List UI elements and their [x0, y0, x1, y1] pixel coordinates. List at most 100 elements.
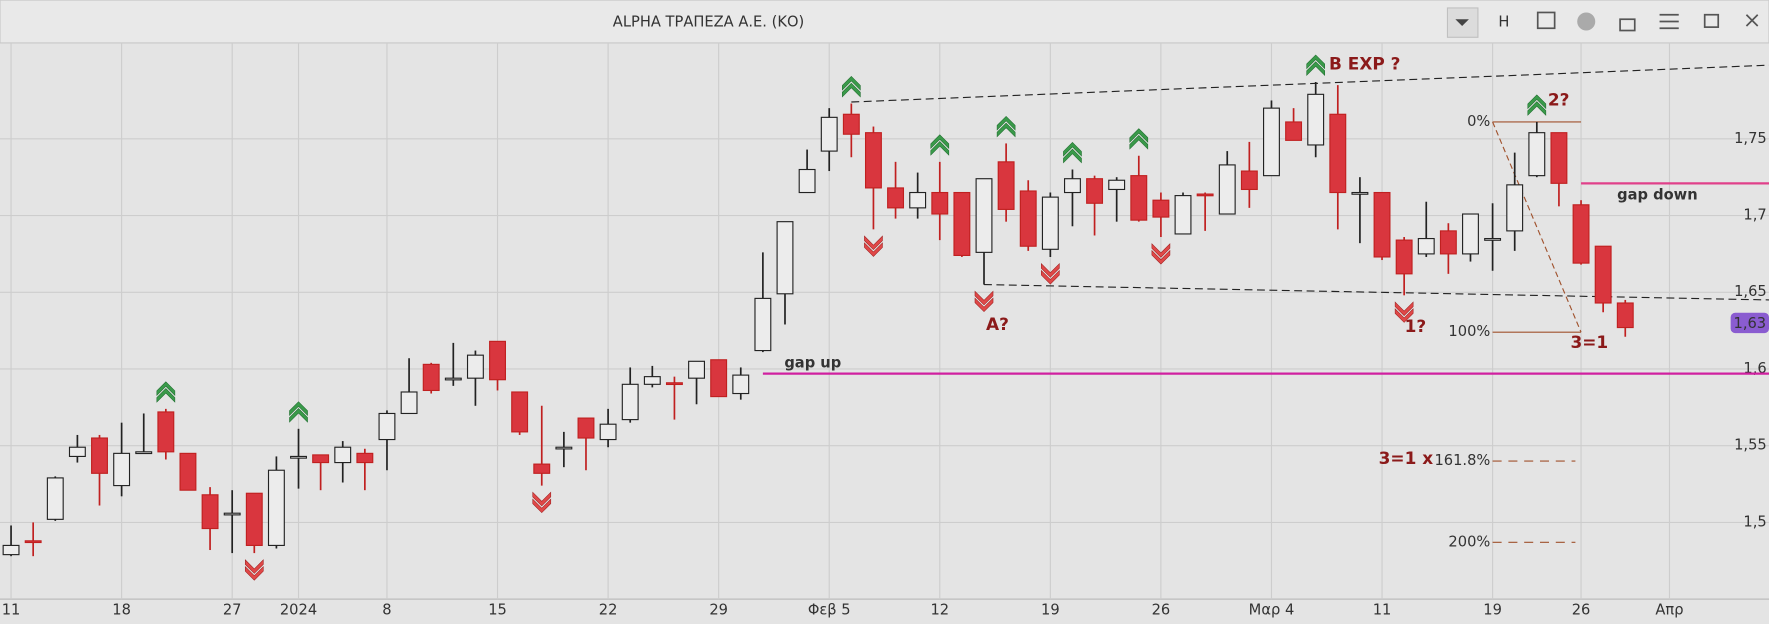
candle-body [489, 340, 506, 381]
candle-body [1329, 113, 1347, 194]
candle-body [1218, 164, 1236, 215]
candle-body [1174, 195, 1192, 235]
candle-body [444, 377, 462, 381]
fib-label: 0% [1467, 113, 1490, 130]
candle-body [1041, 196, 1059, 250]
lock-icon[interactable] [1619, 18, 1636, 32]
candle-body [599, 423, 617, 441]
last-price-label: 1,63 [1734, 315, 1767, 332]
candle-body [533, 463, 551, 474]
up-marker [996, 115, 1016, 138]
x-tick-label: 29 [709, 601, 728, 618]
candle-body [356, 452, 374, 464]
annotation: 2? [1548, 89, 1570, 109]
annotation: B EXP ? [1329, 53, 1400, 73]
up-marker [1129, 128, 1149, 150]
annotation: 3=1 [1570, 332, 1608, 352]
x-tick-label: Απρ [1655, 601, 1683, 618]
restore-icon[interactable] [1703, 13, 1720, 28]
x-tick-label: 11 [1373, 601, 1392, 618]
x-tick-label: 26 [1572, 601, 1591, 618]
candle-body [378, 412, 396, 441]
x-tick-label: 22 [599, 601, 618, 618]
up-marker [930, 134, 950, 156]
x-tick-label: 26 [1152, 601, 1171, 618]
candle-body [953, 191, 971, 256]
candle-body [1063, 178, 1081, 194]
candle-body [754, 297, 772, 352]
x-tick-label: 2024 [280, 601, 317, 618]
candle-body [68, 446, 86, 457]
candle-body [1572, 204, 1590, 264]
candle-body [732, 374, 750, 395]
candle-body [1307, 93, 1325, 146]
candle-body [555, 446, 573, 450]
last-price-tag [1730, 312, 1769, 334]
candle-body [887, 187, 905, 209]
y-tick-label: 1,7 [1743, 207, 1766, 224]
candle-body [201, 494, 219, 530]
candle-body [665, 382, 683, 386]
h-button[interactable]: H [1498, 14, 1509, 31]
candle-body [1395, 239, 1413, 275]
candle-body [842, 113, 860, 135]
x-tick-label: 27 [223, 601, 242, 618]
menu-icon[interactable] [1659, 13, 1679, 30]
candle-body [1594, 245, 1612, 304]
channel-upper [851, 64, 1769, 103]
annotation: A? [986, 314, 1009, 334]
candle-body [157, 411, 175, 453]
candle-body [710, 359, 728, 398]
x-tick-label: 18 [112, 601, 131, 618]
up-marker [1063, 142, 1082, 164]
up-marker [842, 76, 861, 98]
candle-body [798, 168, 816, 194]
fib-label: 161.8% [1434, 452, 1490, 469]
candle-body [864, 132, 882, 189]
candle-body [975, 178, 993, 253]
candle-body [466, 354, 484, 379]
dropdown-arrow [1455, 19, 1469, 27]
candle-body [1506, 184, 1524, 232]
down-marker [864, 235, 883, 257]
up-marker [1306, 54, 1326, 76]
candle-body [1462, 213, 1479, 255]
candle-body [223, 512, 241, 516]
x-tick-label: 15 [488, 601, 507, 618]
annotation: 1? [1405, 316, 1427, 336]
fib-label: 200% [1448, 533, 1490, 550]
down-marker [244, 559, 264, 581]
candle-body [334, 446, 352, 464]
candle-body [290, 455, 307, 459]
gap-down-label: gap down [1617, 187, 1698, 204]
annotation: 3=1 x [1379, 448, 1434, 468]
down-marker [532, 491, 552, 514]
close-icon[interactable] [1745, 14, 1759, 27]
candle-body [1373, 191, 1391, 258]
candle-body [1263, 107, 1280, 177]
x-tick-label: 11 [2, 601, 21, 618]
candle-body [245, 492, 263, 546]
candle-body [1616, 302, 1634, 329]
quote-icon[interactable] [1577, 12, 1596, 31]
candle-body [909, 191, 927, 209]
fib-diagonal [1492, 121, 1582, 333]
gap-up-label: gap up [784, 354, 841, 371]
candle-body [643, 376, 661, 385]
candle-body [931, 191, 949, 215]
candle-body [400, 391, 418, 415]
up-marker [156, 381, 176, 403]
candle-body [1108, 179, 1126, 191]
window-title: ALPHA ΤΡΑΠΕΖΑ Α.Ε. (ΚΟ) [613, 14, 804, 31]
down-marker [1151, 243, 1171, 265]
candle-body [1528, 132, 1546, 177]
candle-body [267, 469, 285, 546]
panel-icon[interactable] [1536, 11, 1556, 30]
y-tick-label: 1,55 [1734, 437, 1767, 454]
x-tick-label: 19 [1041, 601, 1060, 618]
channel-lower [983, 284, 1769, 301]
candle-body [1240, 170, 1258, 191]
x-tick-label: Φεβ 5 [808, 601, 851, 618]
